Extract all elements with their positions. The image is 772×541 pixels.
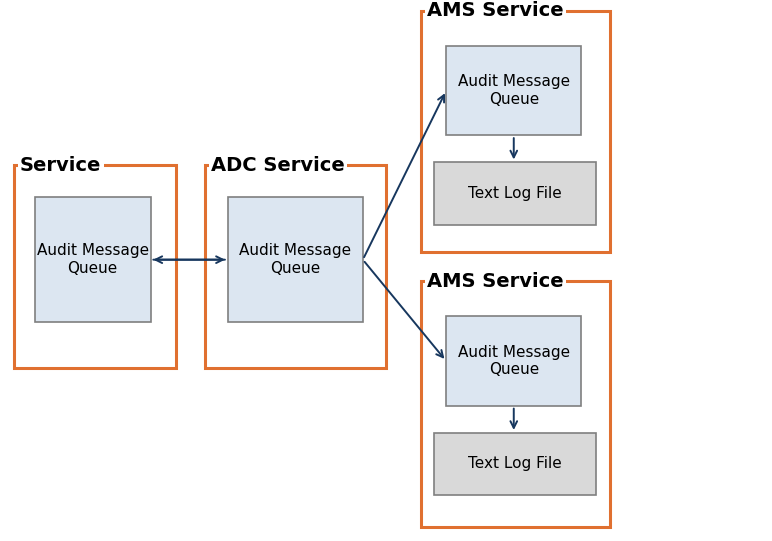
Text: Audit Message
Queue: Audit Message Queue (36, 243, 149, 276)
Text: Service: Service (20, 155, 101, 175)
Text: AMS Service: AMS Service (427, 272, 564, 291)
FancyBboxPatch shape (434, 162, 596, 225)
Text: Audit Message
Queue: Audit Message Queue (458, 345, 570, 377)
Text: Audit Message
Queue: Audit Message Queue (458, 75, 570, 107)
Text: Text Log File: Text Log File (468, 186, 562, 201)
FancyBboxPatch shape (228, 197, 363, 322)
Text: ADC Service: ADC Service (211, 155, 344, 175)
FancyBboxPatch shape (35, 197, 151, 322)
Text: AMS Service: AMS Service (427, 1, 564, 21)
FancyBboxPatch shape (446, 316, 581, 406)
Text: Audit Message
Queue: Audit Message Queue (239, 243, 351, 276)
FancyBboxPatch shape (446, 46, 581, 135)
FancyBboxPatch shape (434, 433, 596, 495)
Text: Text Log File: Text Log File (468, 457, 562, 471)
